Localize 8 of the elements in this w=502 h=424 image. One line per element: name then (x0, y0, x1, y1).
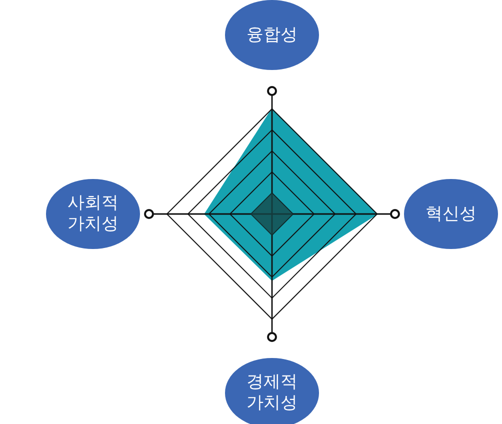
ellipse: 혁신성 (404, 179, 498, 249)
spoke-label: 사회적 가치성 (66, 193, 120, 235)
spoke-label: 융합성 (246, 24, 298, 46)
ellipse: 융합성 (225, 0, 319, 70)
spoke-label: 혁신성 (426, 204, 476, 224)
spoke-label: 경제적 가치성 (246, 372, 298, 414)
ellipse: 사회적 가치성 (46, 179, 140, 249)
ellipse: 경제적 가치성 (225, 358, 319, 424)
